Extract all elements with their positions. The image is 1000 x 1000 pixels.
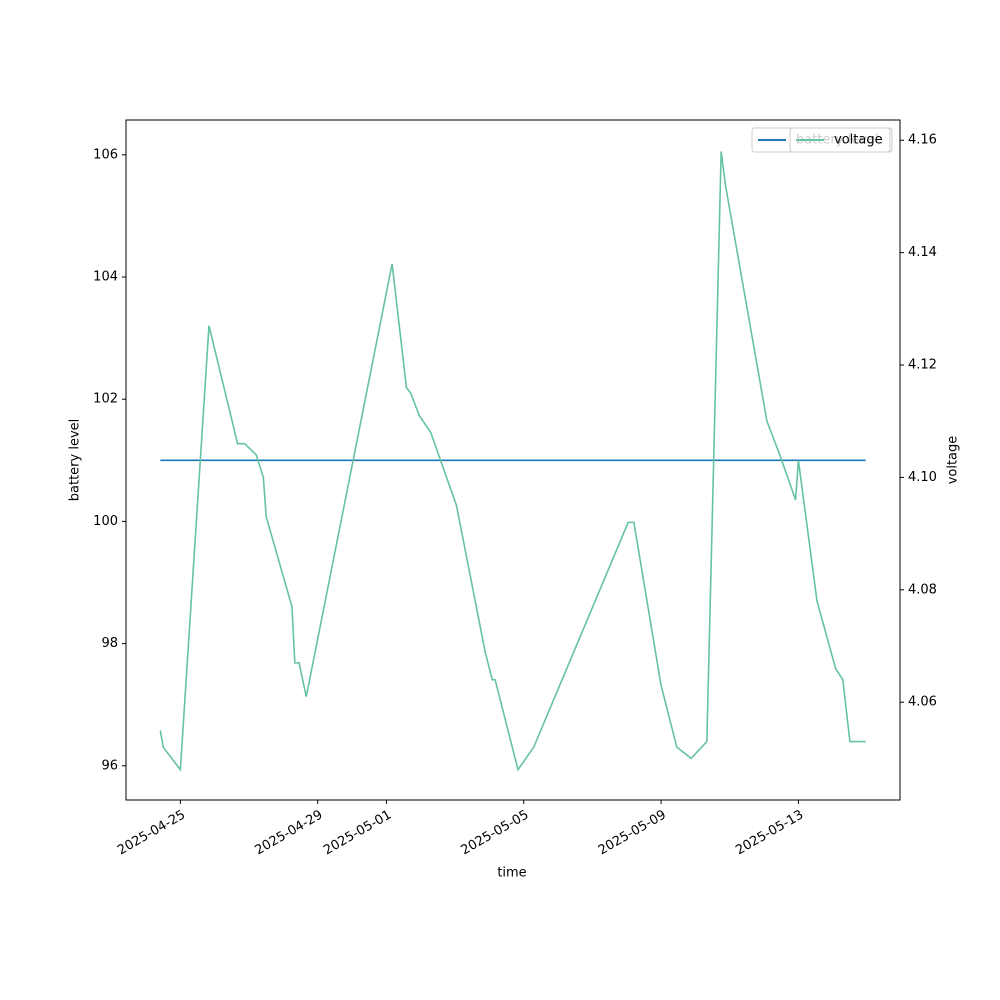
legend-label: voltage — [834, 133, 883, 148]
y2-tick-label: 4.14 — [908, 245, 937, 260]
line-1 — [159, 151, 866, 772]
y2-tick-label: 4.12 — [908, 358, 937, 373]
y-tick-label: 100 — [93, 514, 118, 529]
y-tick-label: 96 — [101, 758, 118, 773]
y-tick-label: 102 — [93, 392, 118, 407]
x-tick-label: 2025-05-01 — [321, 808, 394, 859]
y-axis-label: battery level — [68, 419, 83, 502]
y-tick-label: 106 — [93, 147, 118, 162]
y2-tick-label: 4.10 — [908, 470, 937, 485]
y2-tick-label: 4.16 — [908, 133, 937, 148]
axes-frame — [125, 119, 901, 801]
x-tick-label: 2025-05-13 — [733, 808, 806, 859]
x-axis-label: time — [497, 866, 526, 881]
y-tick-label: 104 — [93, 270, 118, 285]
y2-axis-label: voltage — [946, 436, 961, 485]
legend-box — [789, 127, 891, 153]
x-tick-label: 2025-04-25 — [115, 808, 188, 859]
y2-tick-label: 4.06 — [908, 695, 937, 710]
x-tick-label: 2025-05-05 — [459, 808, 532, 859]
x-tick-label: 2025-05-09 — [596, 808, 669, 859]
y-tick-label: 98 — [101, 636, 118, 651]
y2-tick-label: 4.08 — [908, 582, 937, 597]
x-tick-label: 2025-04-29 — [253, 808, 326, 859]
